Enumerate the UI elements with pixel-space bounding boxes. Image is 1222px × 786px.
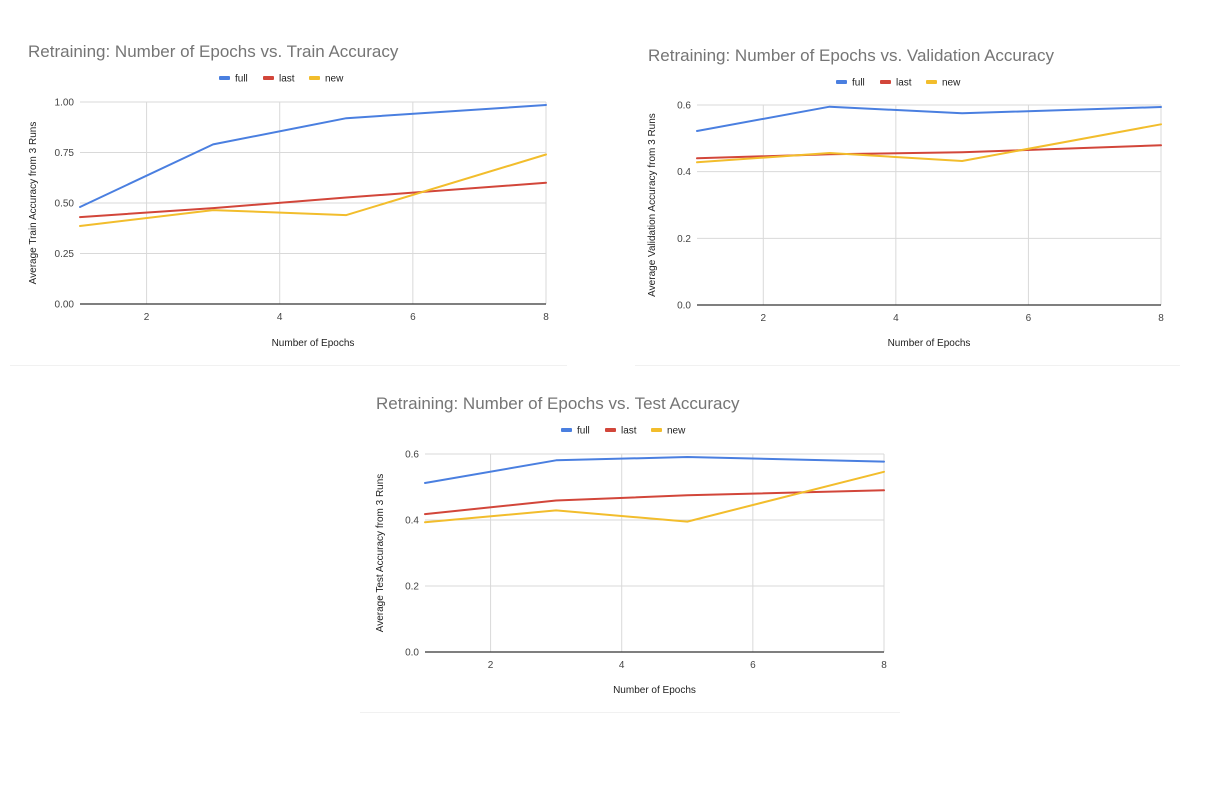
- legend-item-full: full: [219, 74, 248, 85]
- series-line-last: [696, 144, 1162, 160]
- x-tick-label: 8: [881, 660, 887, 671]
- validation-accuracy-chart-group: Retraining: Number of Epochs vs. Validat…: [647, 46, 1164, 349]
- legend-label: last: [896, 78, 912, 89]
- legend-item-full: full: [836, 78, 865, 89]
- chart-title: Retraining: Number of Epochs vs. Validat…: [648, 46, 1054, 65]
- y-tick-label: 0.4: [677, 167, 691, 178]
- legend-item-new: new: [309, 74, 344, 85]
- y-tick-label: 0.25: [55, 249, 75, 260]
- legend-label: new: [325, 74, 344, 85]
- train-accuracy-chart-group: Retraining: Number of Epochs vs. Train A…: [28, 42, 549, 349]
- series-line-last: [424, 489, 885, 516]
- legend-label: new: [667, 426, 686, 437]
- legend-item-last: last: [605, 426, 637, 437]
- x-tick-label: 4: [619, 660, 625, 671]
- chart-separator: [635, 365, 1180, 366]
- y-tick-label: 0.75: [55, 148, 75, 159]
- x-tick-label: 6: [410, 312, 416, 323]
- legend-swatch-last: [263, 76, 274, 80]
- x-tick-label: 8: [1158, 313, 1164, 324]
- series-line-new: [696, 123, 1162, 164]
- legend-swatch-full: [561, 428, 572, 432]
- y-axis-title: Average Validation Accuracy from 3 Runs: [647, 113, 658, 297]
- x-tick-label: 4: [893, 313, 899, 324]
- y-tick-label: 0.6: [677, 101, 691, 112]
- y-tick-label: 0.2: [677, 234, 691, 245]
- chart-title: Retraining: Number of Epochs vs. Train A…: [28, 42, 399, 61]
- chart-separator: [10, 365, 567, 366]
- x-tick-label: 2: [488, 660, 494, 671]
- legend-label: full: [577, 426, 590, 437]
- y-tick-label: 0.00: [55, 300, 75, 311]
- legend-label: last: [279, 74, 295, 85]
- series-line-full: [79, 104, 547, 208]
- y-tick-label: 0.2: [405, 582, 419, 593]
- y-tick-label: 0.0: [405, 648, 419, 659]
- legend-swatch-new: [926, 80, 937, 84]
- x-tick-label: 2: [144, 312, 150, 323]
- y-tick-label: 1.00: [55, 98, 75, 109]
- y-axis-title: Average Train Accuracy from 3 Runs: [28, 122, 39, 285]
- legend-item-last: last: [263, 74, 295, 85]
- x-tick-label: 8: [543, 312, 549, 323]
- series-line-full: [696, 105, 1162, 132]
- x-axis-title: Number of Epochs: [613, 685, 696, 696]
- legend-label: full: [235, 74, 248, 85]
- series-line-full: [424, 456, 885, 484]
- legend-swatch-new: [309, 76, 320, 80]
- series-line-new: [79, 153, 547, 227]
- legend-swatch-full: [836, 80, 847, 84]
- legend-label: new: [942, 78, 961, 89]
- test-accuracy-chart-group: Retraining: Number of Epochs vs. Test Ac…: [375, 394, 887, 696]
- y-tick-label: 0.6: [405, 450, 419, 461]
- x-tick-label: 4: [277, 312, 283, 323]
- series-line-new: [424, 470, 885, 524]
- x-axis-title: Number of Epochs: [272, 338, 355, 349]
- legend-item-full: full: [561, 426, 590, 437]
- x-tick-label: 2: [761, 313, 767, 324]
- legend-swatch-last: [880, 80, 891, 84]
- chart-separator: [360, 712, 900, 713]
- legend-swatch-full: [219, 76, 230, 80]
- legend-item-new: new: [651, 426, 686, 437]
- y-tick-label: 0.0: [677, 301, 691, 312]
- y-tick-label: 0.50: [55, 199, 75, 210]
- x-tick-label: 6: [1026, 313, 1032, 324]
- legend-item-new: new: [926, 78, 961, 89]
- legend-label: last: [621, 426, 637, 437]
- legend-swatch-last: [605, 428, 616, 432]
- y-axis-title: Average Test Accuracy from 3 Runs: [375, 474, 386, 633]
- legend-label: full: [852, 78, 865, 89]
- legend-item-last: last: [880, 78, 912, 89]
- series-line-last: [79, 181, 547, 219]
- legend-swatch-new: [651, 428, 662, 432]
- x-tick-label: 6: [750, 660, 756, 671]
- x-axis-title: Number of Epochs: [888, 338, 971, 349]
- chart-title: Retraining: Number of Epochs vs. Test Ac…: [376, 394, 740, 413]
- y-tick-label: 0.4: [405, 516, 419, 527]
